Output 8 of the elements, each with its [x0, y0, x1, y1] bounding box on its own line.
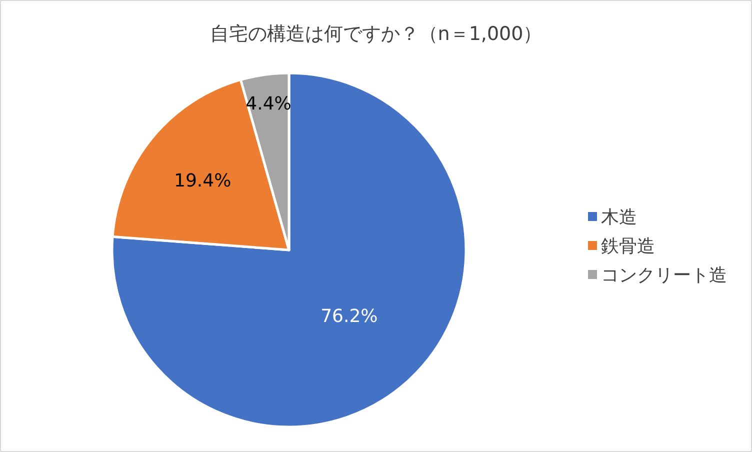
legend-label: 鉄骨造: [601, 236, 655, 257]
legend-label: 木造: [601, 207, 637, 228]
data-label: 19.4%: [174, 170, 232, 192]
data-label: 4.4%: [246, 94, 292, 115]
data-label: 76.2%: [320, 306, 378, 327]
pie-slice: [111, 72, 468, 428]
legend-label: コンクリート造: [601, 265, 727, 286]
chart-title: 自宅の構造は何ですか？（n＝1,000）: [210, 23, 542, 45]
